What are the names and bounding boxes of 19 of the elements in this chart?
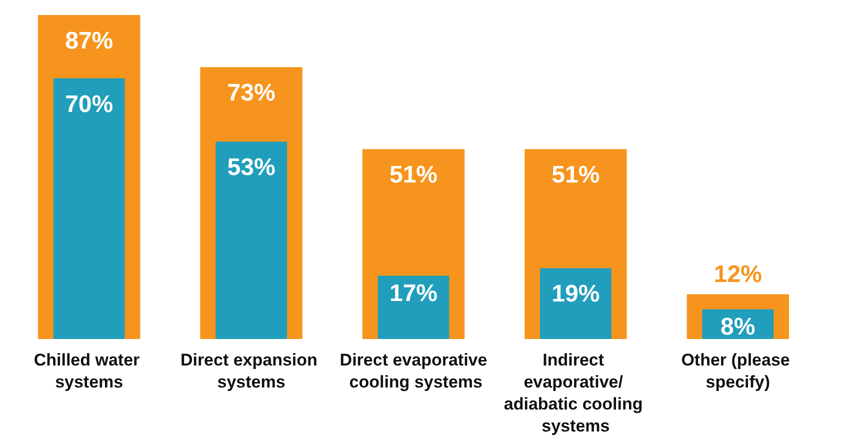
x-tick-label: Direct expansion systems	[180, 350, 322, 392]
data-label: 12%	[714, 260, 762, 288]
bar	[378, 276, 450, 339]
data-label: 19%	[552, 280, 600, 308]
data-label: 17%	[389, 280, 438, 308]
x-tick-label: Other (please specify)	[681, 350, 795, 392]
data-label: 73%	[227, 80, 276, 107]
data-label: 8%	[720, 314, 756, 341]
data-label: 51%	[552, 162, 600, 189]
x-tick-label: Indirect evaporative/ adiabatic cooling systems	[504, 350, 648, 436]
bar	[216, 142, 287, 339]
data-label: 70%	[65, 90, 114, 118]
bar	[540, 268, 612, 339]
data-label: 53%	[227, 154, 276, 182]
bar	[53, 78, 125, 339]
x-tick-label: Chilled water systems	[34, 350, 144, 392]
x-tick-label: Direct evaporative cooling systems	[340, 350, 488, 392]
data-label: 51%	[389, 162, 438, 189]
data-label: 87%	[65, 28, 114, 54]
